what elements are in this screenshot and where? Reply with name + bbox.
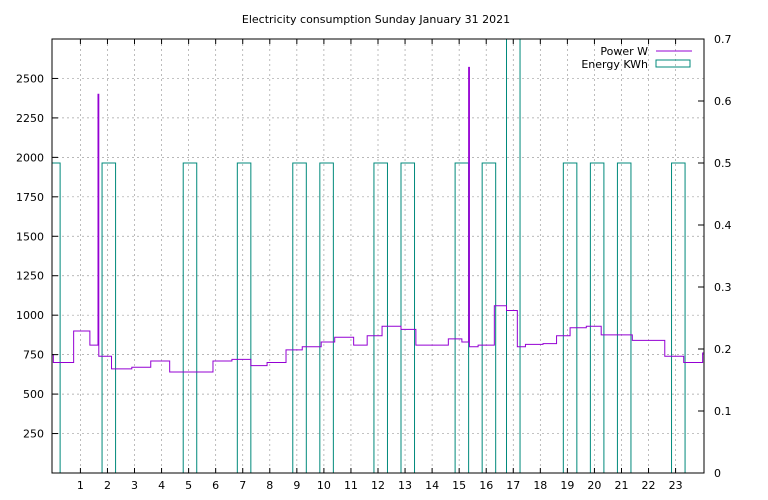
x-tick-label: 17 [506, 479, 520, 492]
x-tick-label: 11 [344, 479, 358, 492]
energy-bar [51, 162, 61, 473]
x-tick-label: 6 [212, 479, 219, 492]
y-tick-label-right: 0.5 [714, 157, 732, 170]
x-tick-label: 2 [104, 479, 111, 492]
legend: Power W Energy KWh [581, 45, 692, 71]
energy-bar [671, 162, 686, 473]
energy-bar [101, 162, 117, 473]
y-tick-label-left: 1750 [16, 191, 44, 204]
y-tick-label-left: 250 [23, 428, 44, 441]
chart-title: Electricity consumption Sunday January 3… [242, 13, 510, 26]
y-tick-label-left: 1250 [16, 270, 44, 283]
y-tick-label-left: 2250 [16, 112, 44, 125]
energy-bar [616, 162, 632, 473]
legend-label-power: Power W [600, 45, 648, 58]
energy-bar [481, 162, 497, 473]
x-tick-label: 10 [317, 479, 331, 492]
tick-layer: 1 2 3 4 5 6 7 8 9 10 11 12 13 14 15 16 17 18 19 20 21 22 23250… [16, 33, 732, 492]
y-tick-label-right: 0.6 [714, 95, 732, 108]
legend-swatch-energy [655, 59, 691, 68]
y-tick-label-right: 0.2 [714, 343, 732, 356]
x-tick-label: 7 [239, 479, 246, 492]
energy-bar [319, 162, 334, 473]
power-series-layer [52, 66, 704, 373]
legend-label-energy: Energy KWh [581, 58, 648, 71]
energy-bar [400, 162, 416, 473]
y-tick-label-right: 0 [714, 467, 721, 480]
x-tick-label: 22 [642, 479, 656, 492]
y-tick-label-left: 500 [23, 388, 44, 401]
y-tick-label-right: 0.1 [714, 405, 732, 418]
y-tick-label-right: 0.4 [714, 219, 732, 232]
energy-bar [589, 162, 605, 473]
y-tick-label-left: 1000 [16, 309, 44, 322]
y-tick-label-left: 2500 [16, 72, 44, 85]
energy-bar [373, 162, 388, 473]
x-tick-label: 20 [587, 479, 601, 492]
x-tick-label: 9 [293, 479, 300, 492]
x-tick-label: 14 [425, 479, 439, 492]
x-tick-label: 3 [131, 479, 138, 492]
x-tick-label: 13 [398, 479, 412, 492]
grid-layer [52, 39, 704, 473]
x-tick-label: 21 [614, 479, 628, 492]
y-tick-label-left: 2000 [16, 151, 44, 164]
y-tick-label-left: 750 [23, 349, 44, 362]
x-tick-label: 16 [479, 479, 493, 492]
energy-series-layer [51, 38, 686, 473]
x-tick-label: 4 [158, 479, 165, 492]
x-tick-label: 1 [77, 479, 84, 492]
energy-bar [562, 162, 578, 473]
power-line [52, 66, 704, 373]
y-tick-label-right: 0.7 [714, 33, 732, 46]
x-tick-label: 18 [533, 479, 547, 492]
x-tick-label: 5 [185, 479, 192, 492]
energy-bar [454, 162, 470, 473]
x-tick-label: 15 [452, 479, 466, 492]
y-tick-label-left: 1500 [16, 230, 44, 243]
x-tick-label: 8 [266, 479, 273, 492]
energy-bar [292, 162, 307, 473]
x-tick-label: 12 [371, 479, 385, 492]
x-tick-label: 19 [560, 479, 574, 492]
x-tick-label: 23 [669, 479, 683, 492]
energy-bar [182, 162, 198, 473]
energy-bar [236, 162, 252, 473]
y-tick-label-right: 0.3 [714, 281, 732, 294]
